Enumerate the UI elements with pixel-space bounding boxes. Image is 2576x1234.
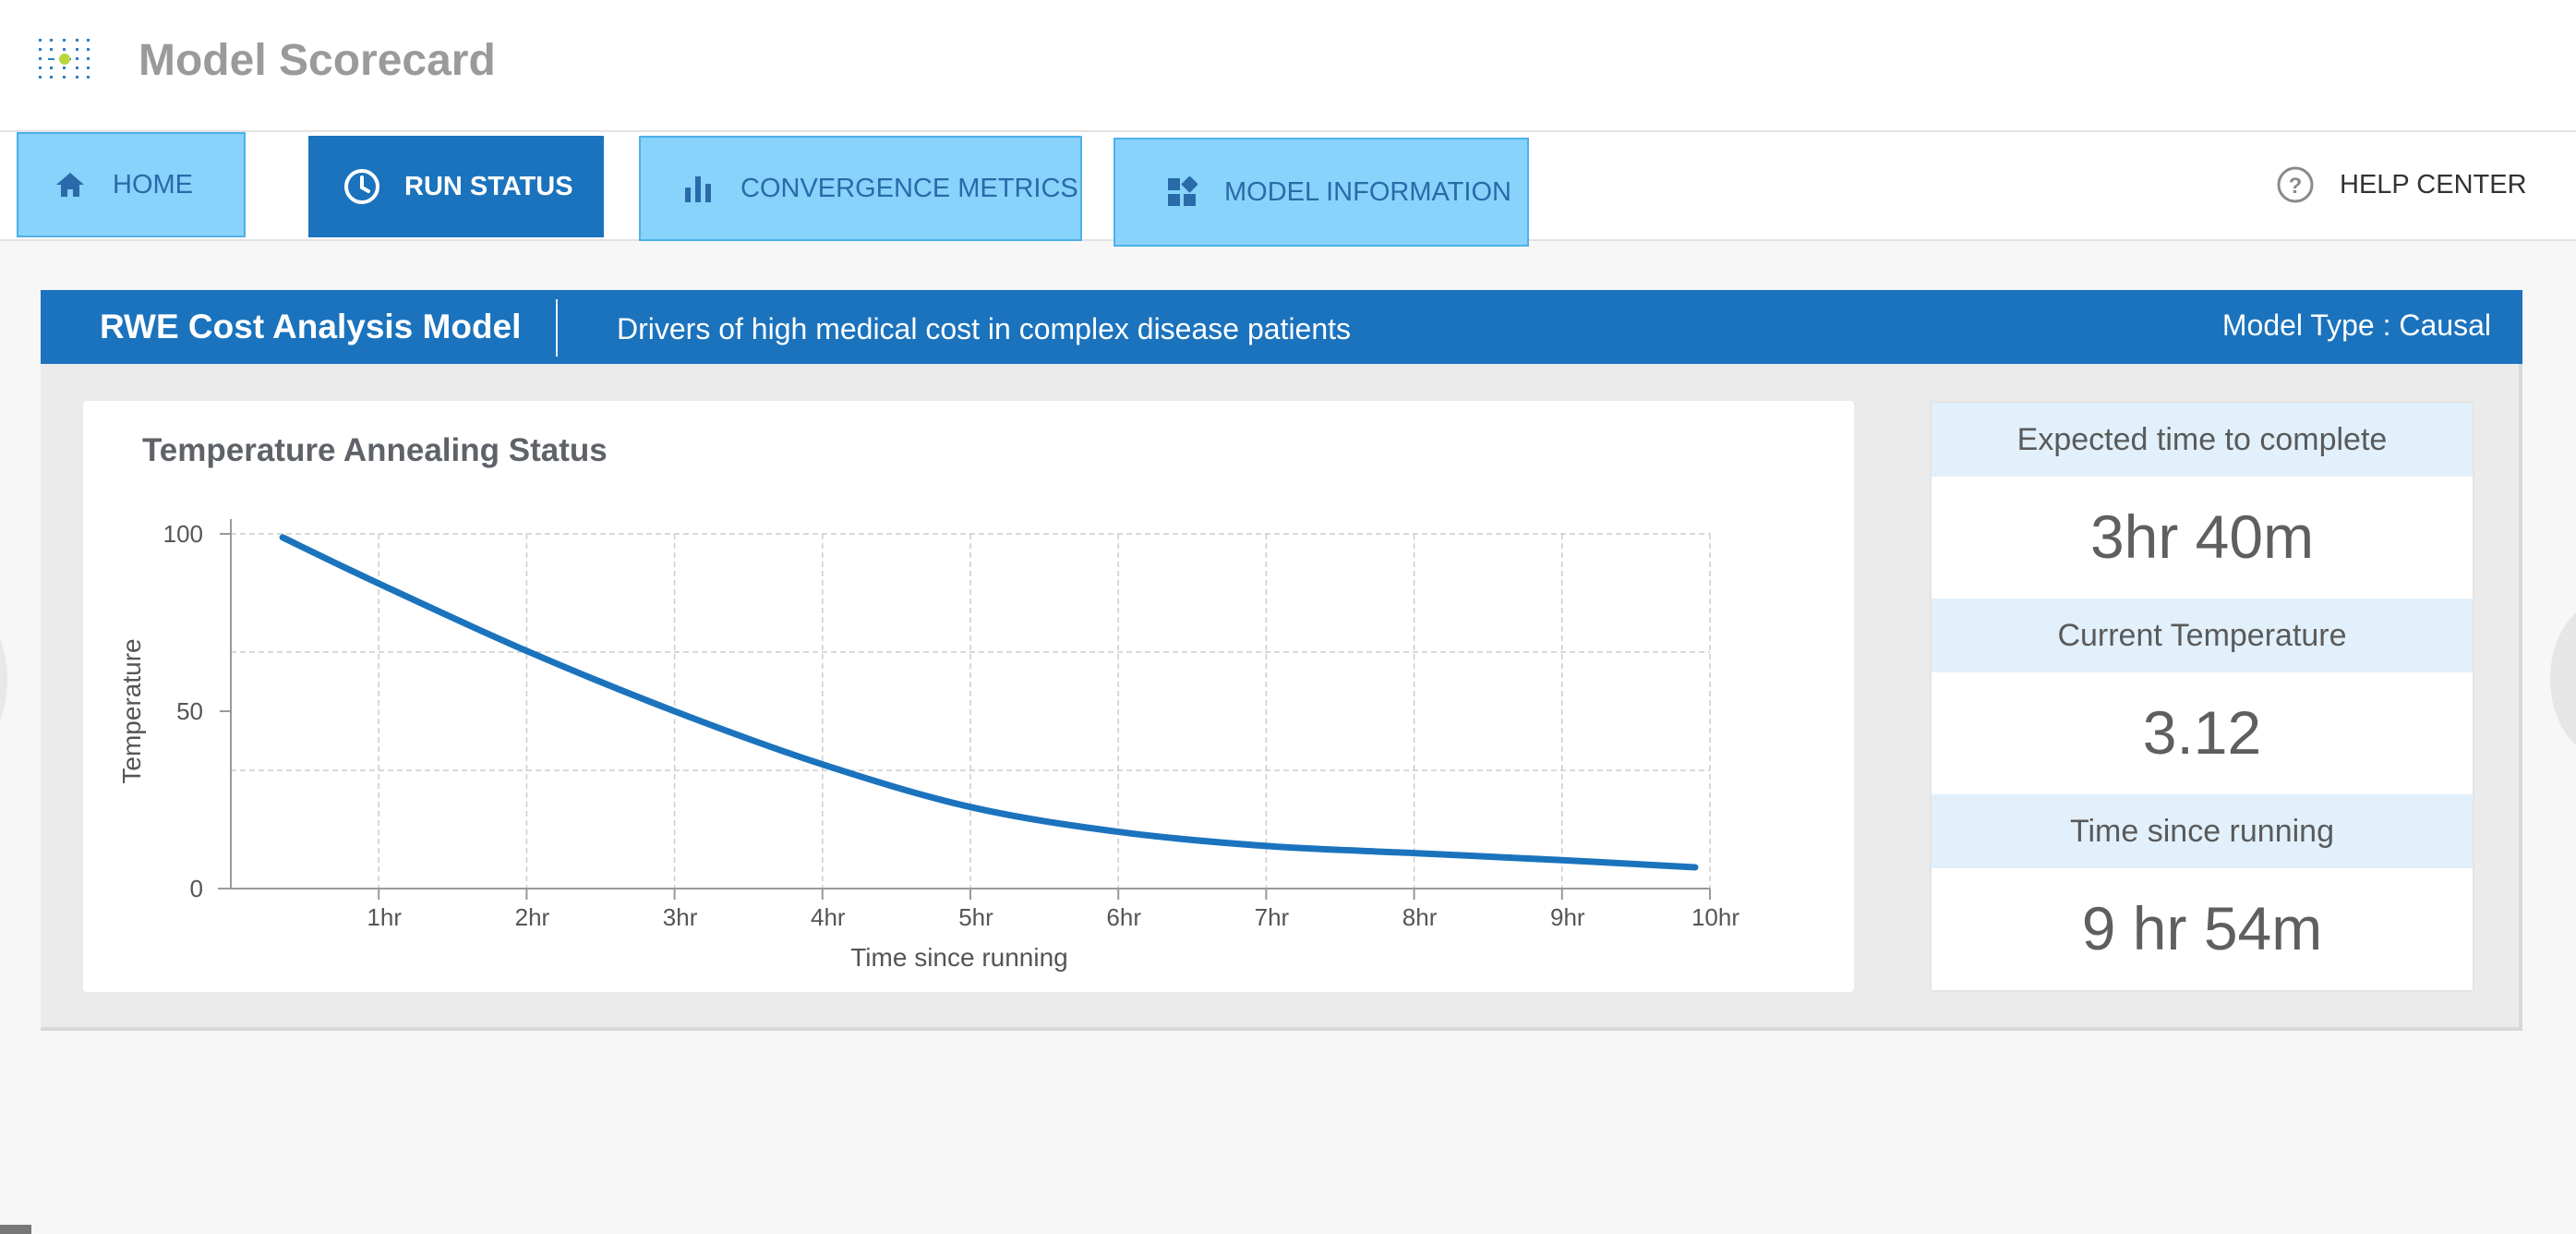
x-tick-label: 8hr [1402,903,1438,931]
tab-model-information[interactable]: MODEL INFORMATION [1113,138,1529,247]
home-icon [52,166,89,203]
tab-home[interactable]: HOME [17,132,246,237]
x-tick-label: 3hr [663,903,698,931]
help-icon: ? [2275,164,2316,205]
x-axis-label: Time since running [850,943,1068,972]
tab-convergence-metrics-label: CONVERGENCE METRICS [740,173,1078,203]
x-tick-label: 9hr [1550,903,1585,931]
x-tick-label: 1hr [367,903,402,931]
x-tick-label: 10hr [1691,903,1739,931]
temperature-series-line [279,534,1699,871]
temperature-chart: 1hr 2hr 3hr 4hr 5hr 6hr 7hr 8hr 9hr 10hr 0 50 100 Tim… [117,519,1739,972]
time-running-value: 9 hr 54m [2081,894,2323,962]
y-tick-label: 0 [190,875,203,902]
chart-card: Temperature Annealing Status 1hr 2hr 3hr 4h… [83,401,1854,992]
expected-time-value: 3hr 40m [2089,502,2315,571]
y-tick-label: 50 [176,697,203,725]
dashboard-icon [1163,174,1200,211]
clock-icon [343,168,380,205]
carousel-prev-button[interactable] [0,606,7,754]
svg-text:?: ? [2289,174,2303,199]
x-tick-label: 2hr [515,903,550,931]
model-panel: RWE Cost Analysis Model Drivers of high … [41,290,2522,1031]
header-divider [556,299,558,357]
bar-chart-icon [680,170,716,207]
expected-time-label: Expected time to complete [1932,403,2473,477]
tab-model-information-label: MODEL INFORMATION [1224,176,1511,207]
model-name: RWE Cost Analysis Model [100,308,522,345]
model-type: Model Type : Causal [2221,308,2491,342]
time-running-label: Time since running [1932,794,2473,868]
x-tick-label: 5hr [958,903,993,931]
current-temperature-value: 3.12 [2142,698,2262,767]
model-header: RWE Cost Analysis Model Drivers of high … [41,290,2522,364]
stats-card: Expected time to complete 3hr 40m Curren… [1930,401,2474,992]
tab-home-label: HOME [113,169,193,200]
current-temperature-label: Current Temperature [1932,599,2473,672]
help-center-label: HELP CENTER [2340,169,2527,200]
corner-marker [0,1225,31,1234]
model-description: Drivers of high medical cost in complex … [617,312,1352,345]
grid-logo-icon[interactable] [37,33,92,89]
app-title: Model Scorecard [138,36,496,85]
tab-run-status[interactable]: RUN STATUS [308,136,604,237]
main-nav: HOME RUN STATUS CONVERGENCE METRICS MODE… [0,132,2576,247]
tab-convergence-metrics[interactable]: CONVERGENCE METRICS [639,136,1082,241]
carousel-next-button[interactable] [2550,600,2576,757]
y-axis-label: Temperature [117,638,146,783]
x-tick-label: 7hr [1255,903,1290,931]
app-header: Model Scorecard [0,0,2576,132]
x-tick-label: 4hr [811,903,846,931]
chart-title: Temperature Annealing Status [142,432,608,468]
y-tick-label: 100 [163,520,203,548]
help-center-link[interactable]: ? HELP CENTER [2275,162,2527,208]
x-tick-label: 6hr [1106,903,1141,931]
tab-run-status-label: RUN STATUS [404,171,573,201]
